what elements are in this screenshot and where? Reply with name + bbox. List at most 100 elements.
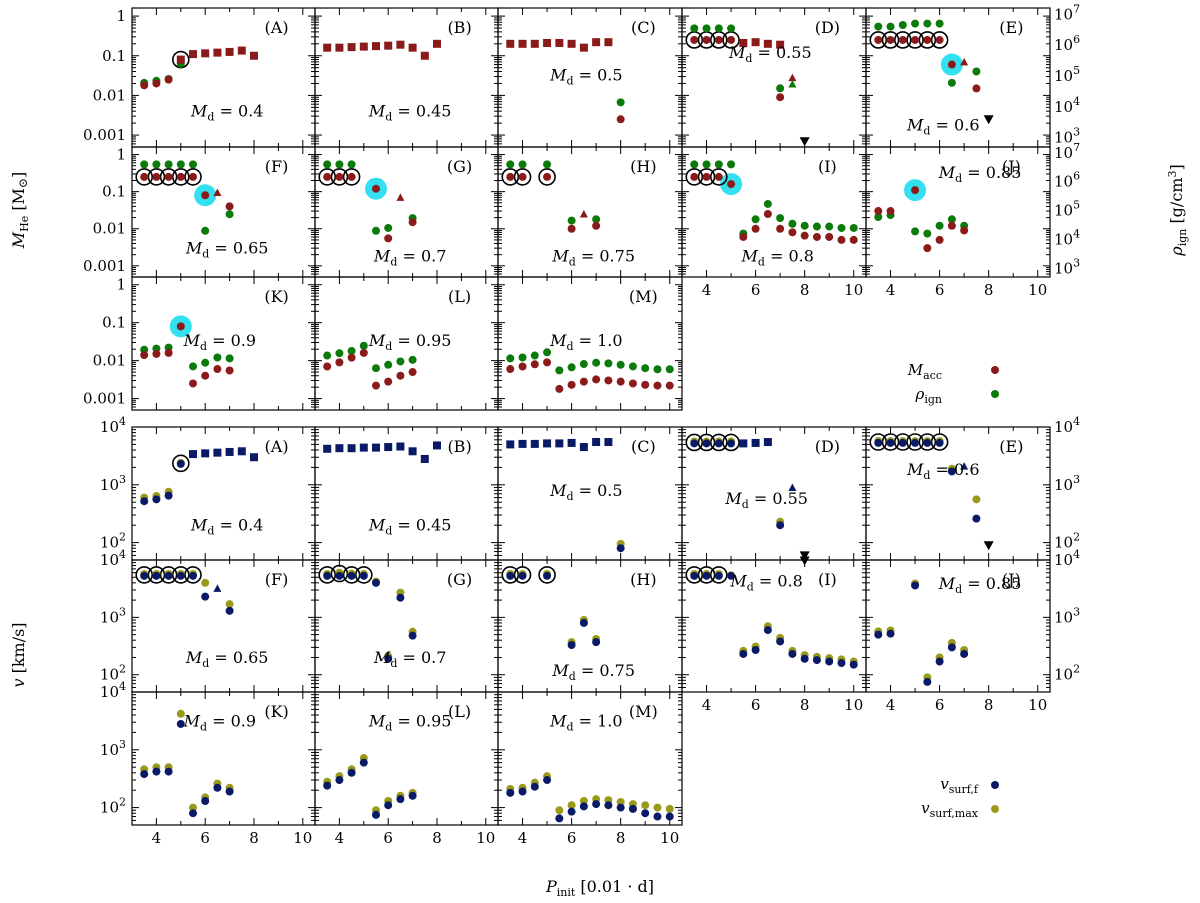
vmax-point xyxy=(225,600,234,609)
macc-point xyxy=(616,115,625,124)
rho-point xyxy=(923,229,932,238)
mass-panel: (H) Md = 0.75 xyxy=(497,146,683,278)
ring-marker xyxy=(159,566,178,584)
vf-point xyxy=(714,571,723,580)
macc-point xyxy=(592,375,601,384)
vf-point xyxy=(825,657,834,666)
x-tick-label: 8 xyxy=(984,281,994,299)
helium-mass-axis-title: MHe [M⊙] xyxy=(9,172,31,250)
macc-point xyxy=(727,35,736,44)
macc-point xyxy=(152,172,161,181)
vf-square xyxy=(347,444,356,453)
ring-marker xyxy=(918,433,937,451)
rho-point xyxy=(567,363,576,372)
ring-marker xyxy=(172,168,190,186)
macc-square xyxy=(518,39,527,48)
panel-frame xyxy=(865,146,1051,278)
vf-point xyxy=(347,768,356,777)
panel-letter: (D) xyxy=(815,18,840,37)
rho-point xyxy=(335,160,344,169)
rho-point xyxy=(408,355,417,364)
x-tick-label: 6 xyxy=(567,829,577,847)
rho-point xyxy=(702,160,711,169)
macc-point xyxy=(690,35,699,44)
macc-square xyxy=(335,43,344,52)
legend-macc-label: Macc xyxy=(907,361,942,382)
y-tick-label: 1 xyxy=(116,276,126,294)
vf-point xyxy=(372,578,380,587)
macc-point xyxy=(898,35,907,44)
macc-point xyxy=(727,180,736,189)
y-tick-label-right: 104 xyxy=(1054,415,1080,436)
vf-square xyxy=(225,447,234,456)
macc-point xyxy=(579,377,588,386)
rho-point xyxy=(567,216,576,225)
ring-marker xyxy=(697,566,716,584)
x-tick-label: 6 xyxy=(751,696,761,714)
velocity-panel: (F) Md = 0.65 102 103 104 xyxy=(100,548,316,693)
vf-point xyxy=(972,514,981,523)
mass-panel: (M) Md = 1.0 xyxy=(497,276,683,411)
panel-letter: (F) xyxy=(265,570,289,589)
down-triangle xyxy=(799,556,810,566)
panel-letter: (M) xyxy=(629,287,658,306)
velocity-panel: (K) Md = 0.9 102 103 104 4 6 8 10 xyxy=(100,680,316,847)
vf-point xyxy=(359,758,368,767)
rho-point xyxy=(849,223,858,232)
rho-point xyxy=(347,346,356,355)
rho-point xyxy=(359,341,368,350)
vf-point xyxy=(923,677,932,686)
mass-label: Md = 0.95 xyxy=(368,712,452,734)
rho-point xyxy=(555,366,564,375)
vf-square xyxy=(189,450,197,459)
vf-point xyxy=(874,630,883,639)
x-tick-label: 4 xyxy=(702,696,712,714)
panel-letter: (H) xyxy=(630,157,656,176)
rho-point xyxy=(543,160,552,169)
ring-marker xyxy=(881,433,900,451)
panel-letter: (L) xyxy=(448,287,471,306)
rho-point xyxy=(164,160,173,169)
velocity-panel: (E) Md = 0.6 102 103 104 xyxy=(865,415,1080,561)
vf-square xyxy=(518,439,527,448)
rho-point xyxy=(176,160,185,169)
panel-letter: (E) xyxy=(999,18,1023,37)
macc-square xyxy=(543,38,552,47)
y-tick-label: 0.1 xyxy=(102,47,126,65)
y-tick-label: 0.001 xyxy=(83,390,126,408)
panel-letter: (J) xyxy=(1002,570,1021,589)
mass-label: Md = 0.55 xyxy=(728,43,812,65)
ring-marker xyxy=(709,566,728,584)
vf-point xyxy=(751,645,760,654)
mass-label: Md = 0.4 xyxy=(190,101,263,123)
macc-point xyxy=(567,380,576,389)
vf-point xyxy=(225,606,234,615)
rho-point xyxy=(886,22,895,31)
ring-marker xyxy=(135,168,153,186)
macc-point xyxy=(714,35,723,44)
vf-point xyxy=(727,571,736,580)
vf-square xyxy=(592,438,601,447)
y-tick-label: 0.01 xyxy=(93,220,126,238)
ring-marker xyxy=(685,566,704,584)
vf-point xyxy=(849,660,858,669)
panel-letter: (C) xyxy=(631,437,656,456)
y-tick-label: 0.001 xyxy=(83,257,126,275)
macc-point xyxy=(776,224,785,233)
macc-point xyxy=(776,93,785,102)
ring-marker xyxy=(893,31,912,49)
vf-point xyxy=(408,791,417,800)
mass-label: Md = 1.0 xyxy=(549,712,622,734)
x-tick-label: 8 xyxy=(432,829,442,847)
vf-point xyxy=(628,804,637,813)
mass-label: Md = 0.95 xyxy=(368,331,452,353)
vf-point xyxy=(152,495,161,504)
legend-rho-marker xyxy=(991,390,999,398)
vf-point xyxy=(886,629,895,638)
rho-point xyxy=(323,160,332,169)
vf-square xyxy=(543,439,552,448)
vf-point xyxy=(140,770,149,779)
y-tick-label: 0.01 xyxy=(93,352,126,370)
vf-square xyxy=(433,441,441,450)
vf-square xyxy=(567,438,576,447)
